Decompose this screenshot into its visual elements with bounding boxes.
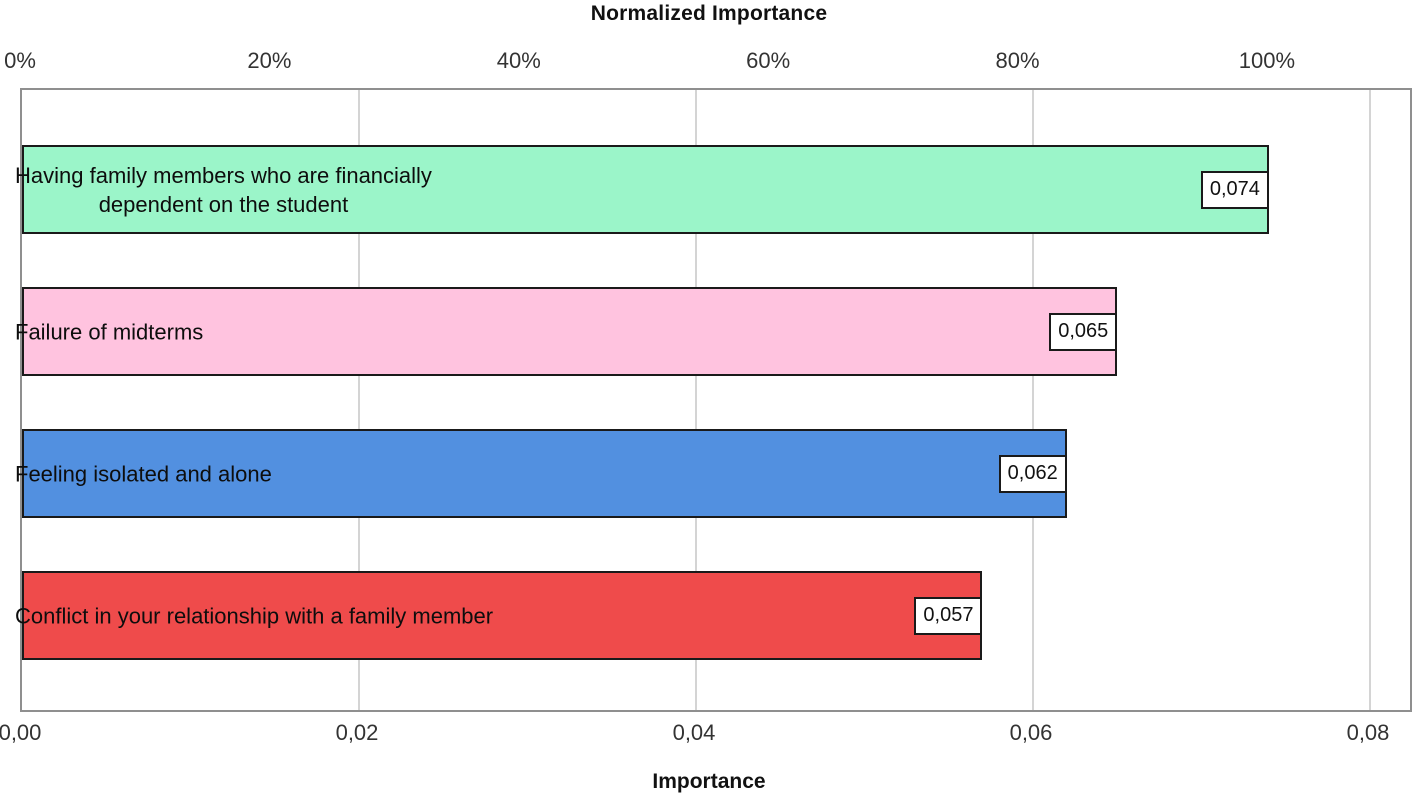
top-axis-tick-label: 100% xyxy=(1238,48,1296,73)
gridline xyxy=(695,90,697,710)
top-axis-tick-label: 20% xyxy=(247,48,292,73)
bottom-axis-tick-label: 0,08 xyxy=(1346,720,1390,745)
top-axis-tick-label: 80% xyxy=(995,48,1040,73)
gridline xyxy=(1032,90,1034,710)
bottom-axis-title: Importance xyxy=(652,770,766,793)
bar-category-label: Feeling isolated and alone xyxy=(15,461,272,486)
bottom-axis-tick-label: 0,02 xyxy=(335,720,379,745)
gridline xyxy=(1369,90,1371,710)
bar xyxy=(22,145,1269,234)
bar-value-label: 0,074 xyxy=(1200,170,1269,209)
bottom-axis-tick-label: 0,00 xyxy=(0,720,42,745)
top-axis-title: Normalized Importance xyxy=(590,2,828,25)
bar-category-label: Having family members who are financiall… xyxy=(15,162,432,217)
top-axis-tick-label: 40% xyxy=(496,48,541,73)
top-axis-tick-label: 0% xyxy=(4,48,36,73)
bar-value-label: 0,057 xyxy=(914,596,983,635)
bottom-axis-tick-label: 0,04 xyxy=(672,720,716,745)
bar xyxy=(22,287,1118,376)
bar-category-label: Failure of midterms xyxy=(15,319,204,344)
gridline xyxy=(358,90,360,710)
plot-area: 0,074 Having family members who are finan… xyxy=(15,88,1412,712)
bar-value-label: 0,062 xyxy=(998,454,1067,493)
bar xyxy=(22,571,983,660)
top-axis-tick-label: 60% xyxy=(746,48,791,73)
bar-value-label: 0,065 xyxy=(1049,312,1118,351)
bottom-axis-tick-label: 0,06 xyxy=(1009,720,1053,745)
bar-category-label: Conflict in your relationship with a fam… xyxy=(15,603,494,628)
bar xyxy=(22,429,1067,518)
